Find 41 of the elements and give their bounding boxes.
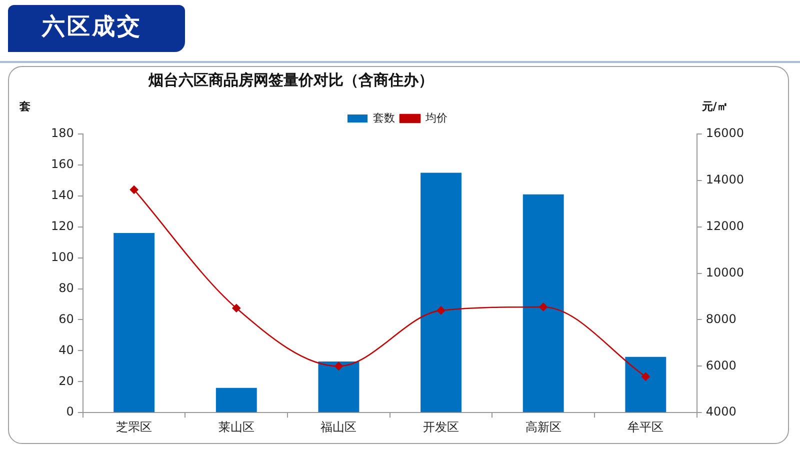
point (436, 306, 446, 315)
legend-label: 均价 (424, 111, 448, 124)
bar (522, 194, 564, 412)
y-tick-label: 140 (51, 188, 74, 202)
bar (420, 172, 462, 412)
y2-tick-label: 6000 (706, 358, 736, 372)
y-axis-title: 套 (18, 100, 30, 113)
y2-axis-title: 元/㎡ (700, 100, 728, 113)
x-tick-label: 开发区 (423, 420, 460, 434)
y-tick-label: 20 (58, 374, 74, 388)
y2-tick-label: 14000 (706, 172, 744, 187)
y-tick-label: 80 (58, 280, 74, 295)
y-tick-label: 60 (58, 312, 74, 326)
y2-tick-label: 8000 (706, 312, 736, 326)
point (642, 372, 650, 381)
bar (114, 233, 155, 412)
y2-tick-label: 12000 (706, 218, 744, 233)
point (334, 362, 343, 370)
x-tick-label: 高新区 (525, 420, 562, 434)
legend-label: 套数 (373, 111, 395, 124)
y-tick-label: 40 (58, 342, 74, 357)
y2-tick-label: 16000 (706, 126, 744, 140)
bar (318, 362, 360, 412)
y-tick-label: 160 (51, 157, 74, 172)
y-tick-label: 120 (51, 218, 74, 233)
point (539, 302, 548, 312)
bar (216, 388, 257, 412)
y-tick-label: 180 (51, 126, 74, 140)
point (130, 186, 138, 194)
y-tick-label: 0 (66, 404, 74, 419)
x-tick-label: 福山区 (320, 420, 357, 434)
x-tick-label: 牟平区 (628, 420, 664, 434)
text: 六区成交 (42, 13, 142, 42)
y-tick-label: 100 (51, 250, 74, 264)
bar (625, 356, 666, 412)
x-tick-label: 芝罘区 (116, 420, 152, 434)
x-tick-label: 莱山区 (218, 420, 254, 434)
point (232, 304, 241, 312)
y2-tick-label: 4000 (706, 404, 736, 419)
chart-title: 烟台六区商品房网签量价对比（含商住办） (147, 70, 434, 90)
y2-tick-label: 10000 (706, 265, 744, 280)
